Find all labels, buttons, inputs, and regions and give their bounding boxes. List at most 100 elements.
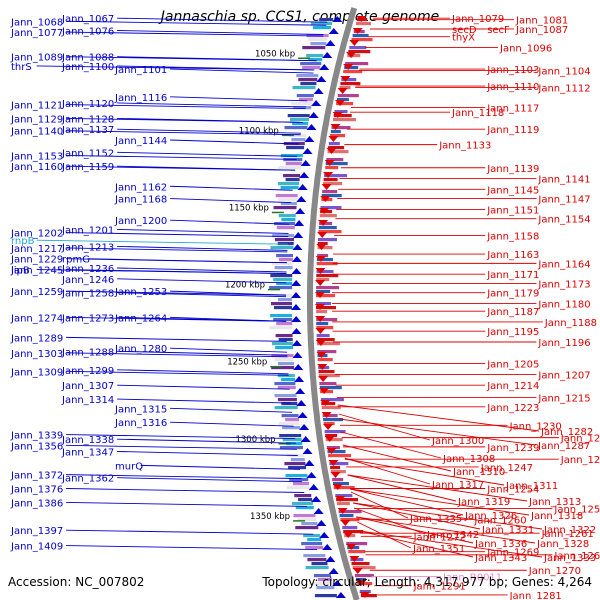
reverse-strand-arrow — [319, 208, 330, 214]
reverse-strand-arrow — [317, 232, 328, 238]
gene-leader-line — [117, 267, 287, 273]
gene-label: Jann_1121 — [10, 101, 63, 112]
reverse-strand-arrow — [326, 148, 337, 154]
reverse-strand-arrow — [356, 580, 367, 586]
reverse-strand-arrow — [346, 544, 357, 550]
gene-label: Jann_1245 — [10, 266, 63, 277]
forward-gene-block — [300, 62, 322, 66]
gene-label: murQ — [115, 461, 143, 472]
gene-label: Jann_1100 — [61, 62, 114, 73]
forward-gene-block — [280, 154, 303, 158]
gene-leader-line — [347, 474, 457, 502]
gene-label: Jann_1159 — [61, 162, 114, 173]
gene-leader-line — [66, 501, 308, 507]
gene-leader-line — [357, 521, 412, 549]
reverse-gene-block — [327, 450, 346, 454]
reverse-gene-block — [318, 370, 335, 374]
forward-gene-block — [296, 94, 314, 98]
gene-label: secD — [452, 25, 477, 36]
forward-gene-block — [277, 386, 296, 390]
gene-leader-line — [66, 232, 289, 237]
scale-tick-label: 1100 kbp — [239, 126, 279, 136]
forward-gene-block — [282, 438, 302, 442]
reverse-gene-block — [319, 214, 337, 218]
gene-leader-line — [342, 444, 452, 472]
gene-label: Jann_1409 — [10, 542, 63, 553]
forward-strand-arrow — [292, 244, 303, 250]
gene-leader-line — [356, 516, 536, 544]
forward-gene-block — [278, 198, 298, 202]
reverse-strand-arrow — [316, 244, 327, 250]
reverse-gene-block — [316, 310, 328, 314]
gene-leader-line — [350, 491, 409, 519]
reverse-gene-block — [328, 146, 345, 150]
reverse-gene-block — [321, 402, 336, 406]
reverse-gene-block — [326, 158, 344, 162]
reverse-gene-block — [318, 226, 337, 230]
forward-gene-block — [276, 254, 294, 258]
forward-gene-block — [272, 234, 295, 238]
reverse-gene-block — [329, 462, 349, 466]
forward-strand-arrow — [295, 208, 306, 214]
gene-label: Jann_1317 — [431, 480, 484, 491]
reverse-strand-arrow — [318, 376, 329, 382]
reverse-gene-block — [321, 406, 341, 410]
gene-label: Jann_1081 — [515, 16, 568, 27]
forward-gene-block — [293, 106, 312, 110]
forward-strand-arrow — [322, 52, 333, 58]
forward-gene-block — [274, 306, 292, 310]
forward-strand-arrow — [293, 364, 304, 370]
forward-gene-block — [270, 246, 294, 250]
gene-leader-line — [340, 431, 442, 459]
forward-strand-arrow — [297, 184, 308, 190]
reverse-gene-block — [321, 194, 342, 198]
gene-leader-line — [337, 404, 540, 432]
gene-label: Jann_1328 — [536, 539, 589, 550]
forward-gene-block — [290, 458, 305, 462]
forward-strand-arrow — [293, 232, 304, 238]
forward-strand-arrow — [294, 220, 305, 226]
forward-strand-arrow — [300, 160, 311, 166]
reverse-gene-block — [325, 438, 343, 442]
forward-gene-block — [271, 354, 294, 358]
gene-leader-line — [117, 117, 303, 123]
forward-gene-block — [305, 546, 324, 550]
reverse-gene-block — [356, 22, 371, 26]
forward-gene-block — [276, 322, 293, 326]
gene-label: secF — [487, 25, 510, 36]
gene-leader-line — [117, 102, 306, 108]
gene-label: Jann_1308 — [442, 454, 495, 465]
reverse-gene-block — [354, 574, 374, 578]
gene-label: Jann_1319 — [457, 497, 510, 508]
forward-strand-arrow — [295, 388, 306, 394]
forward-strand-arrow — [311, 100, 322, 106]
reverse-gene-block — [339, 514, 354, 518]
forward-gene-block — [318, 578, 332, 582]
gene-leader-line — [359, 530, 543, 558]
gene-label: lipB — [11, 266, 30, 277]
reverse-gene-block — [343, 530, 364, 534]
reverse-strand-arrow — [315, 280, 326, 286]
forward-gene-block — [303, 534, 321, 538]
forward-gene-block — [278, 422, 300, 426]
gene-label: Jann_1260 — [473, 515, 526, 526]
gene-label: Jann_1200 — [114, 216, 167, 227]
gene-label: Jann_1339 — [10, 431, 63, 442]
reverse-gene-block — [323, 418, 344, 422]
gene-label: Jann_1376 — [10, 485, 63, 496]
gene-label: Jann_1310 — [452, 467, 505, 478]
reverse-strand-arrow — [315, 268, 326, 274]
reverse-strand-arrow — [328, 136, 339, 142]
forward-strand-arrow — [313, 88, 324, 94]
reverse-gene-block — [337, 94, 359, 98]
reverse-gene-block — [317, 254, 329, 258]
gene-leader-line — [170, 96, 308, 102]
forward-gene-block — [302, 66, 321, 70]
gene-label: Jann_1261 — [541, 529, 594, 540]
forward-gene-block — [296, 74, 319, 78]
reverse-strand-arrow — [352, 28, 363, 34]
gene-label: Jann_1288 — [61, 347, 114, 358]
gene-leader-line — [117, 151, 298, 157]
gene-leader-line — [344, 458, 505, 486]
